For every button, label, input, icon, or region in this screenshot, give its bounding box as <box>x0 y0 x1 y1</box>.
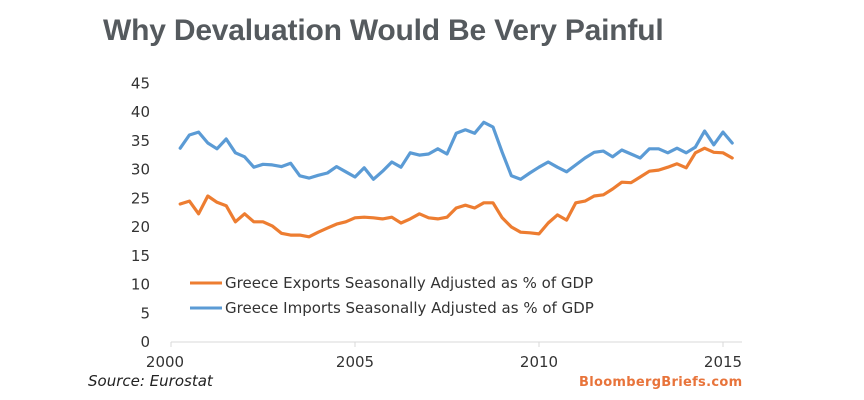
y-tick-label: 10 <box>131 276 150 294</box>
y-tick-label: 25 <box>131 189 150 207</box>
y-tick-label: 45 <box>131 74 150 92</box>
x-tick-label: 2015 <box>704 353 742 371</box>
x-tick-label: 2005 <box>336 353 374 371</box>
y-tick-label: 30 <box>131 161 150 179</box>
y-tick-label: 20 <box>131 218 150 236</box>
y-tick-label: 35 <box>131 132 150 150</box>
legend-label-exports: Greece Exports Seasonally Adjusted as % … <box>225 274 593 292</box>
legend: Greece Exports Seasonally Adjusted as % … <box>190 274 594 317</box>
x-tick-label: 2010 <box>520 353 558 371</box>
series-layer <box>178 120 734 239</box>
y-axis: 0 5 10 15 20 25 30 35 40 45 <box>131 74 150 351</box>
source-note: Source: Eurostat <box>88 372 213 390</box>
chart-title: Why Devaluation Would Be Very Painful <box>103 14 664 47</box>
y-tick-label: 0 <box>140 333 150 351</box>
series-line-exports <box>178 146 734 239</box>
legend-label-imports: Greece Imports Seasonally Adjusted as % … <box>225 299 594 317</box>
series-line-imports <box>178 120 734 181</box>
y-tick-label: 15 <box>131 247 150 265</box>
x-tick-label: 2000 <box>146 353 184 371</box>
brand-watermark[interactable]: BloombergBriefs.com <box>579 375 743 390</box>
y-tick-label: 5 <box>140 304 150 322</box>
x-axis: 2000 2005 2010 2015 <box>146 341 742 371</box>
y-tick-label: 40 <box>131 103 150 121</box>
